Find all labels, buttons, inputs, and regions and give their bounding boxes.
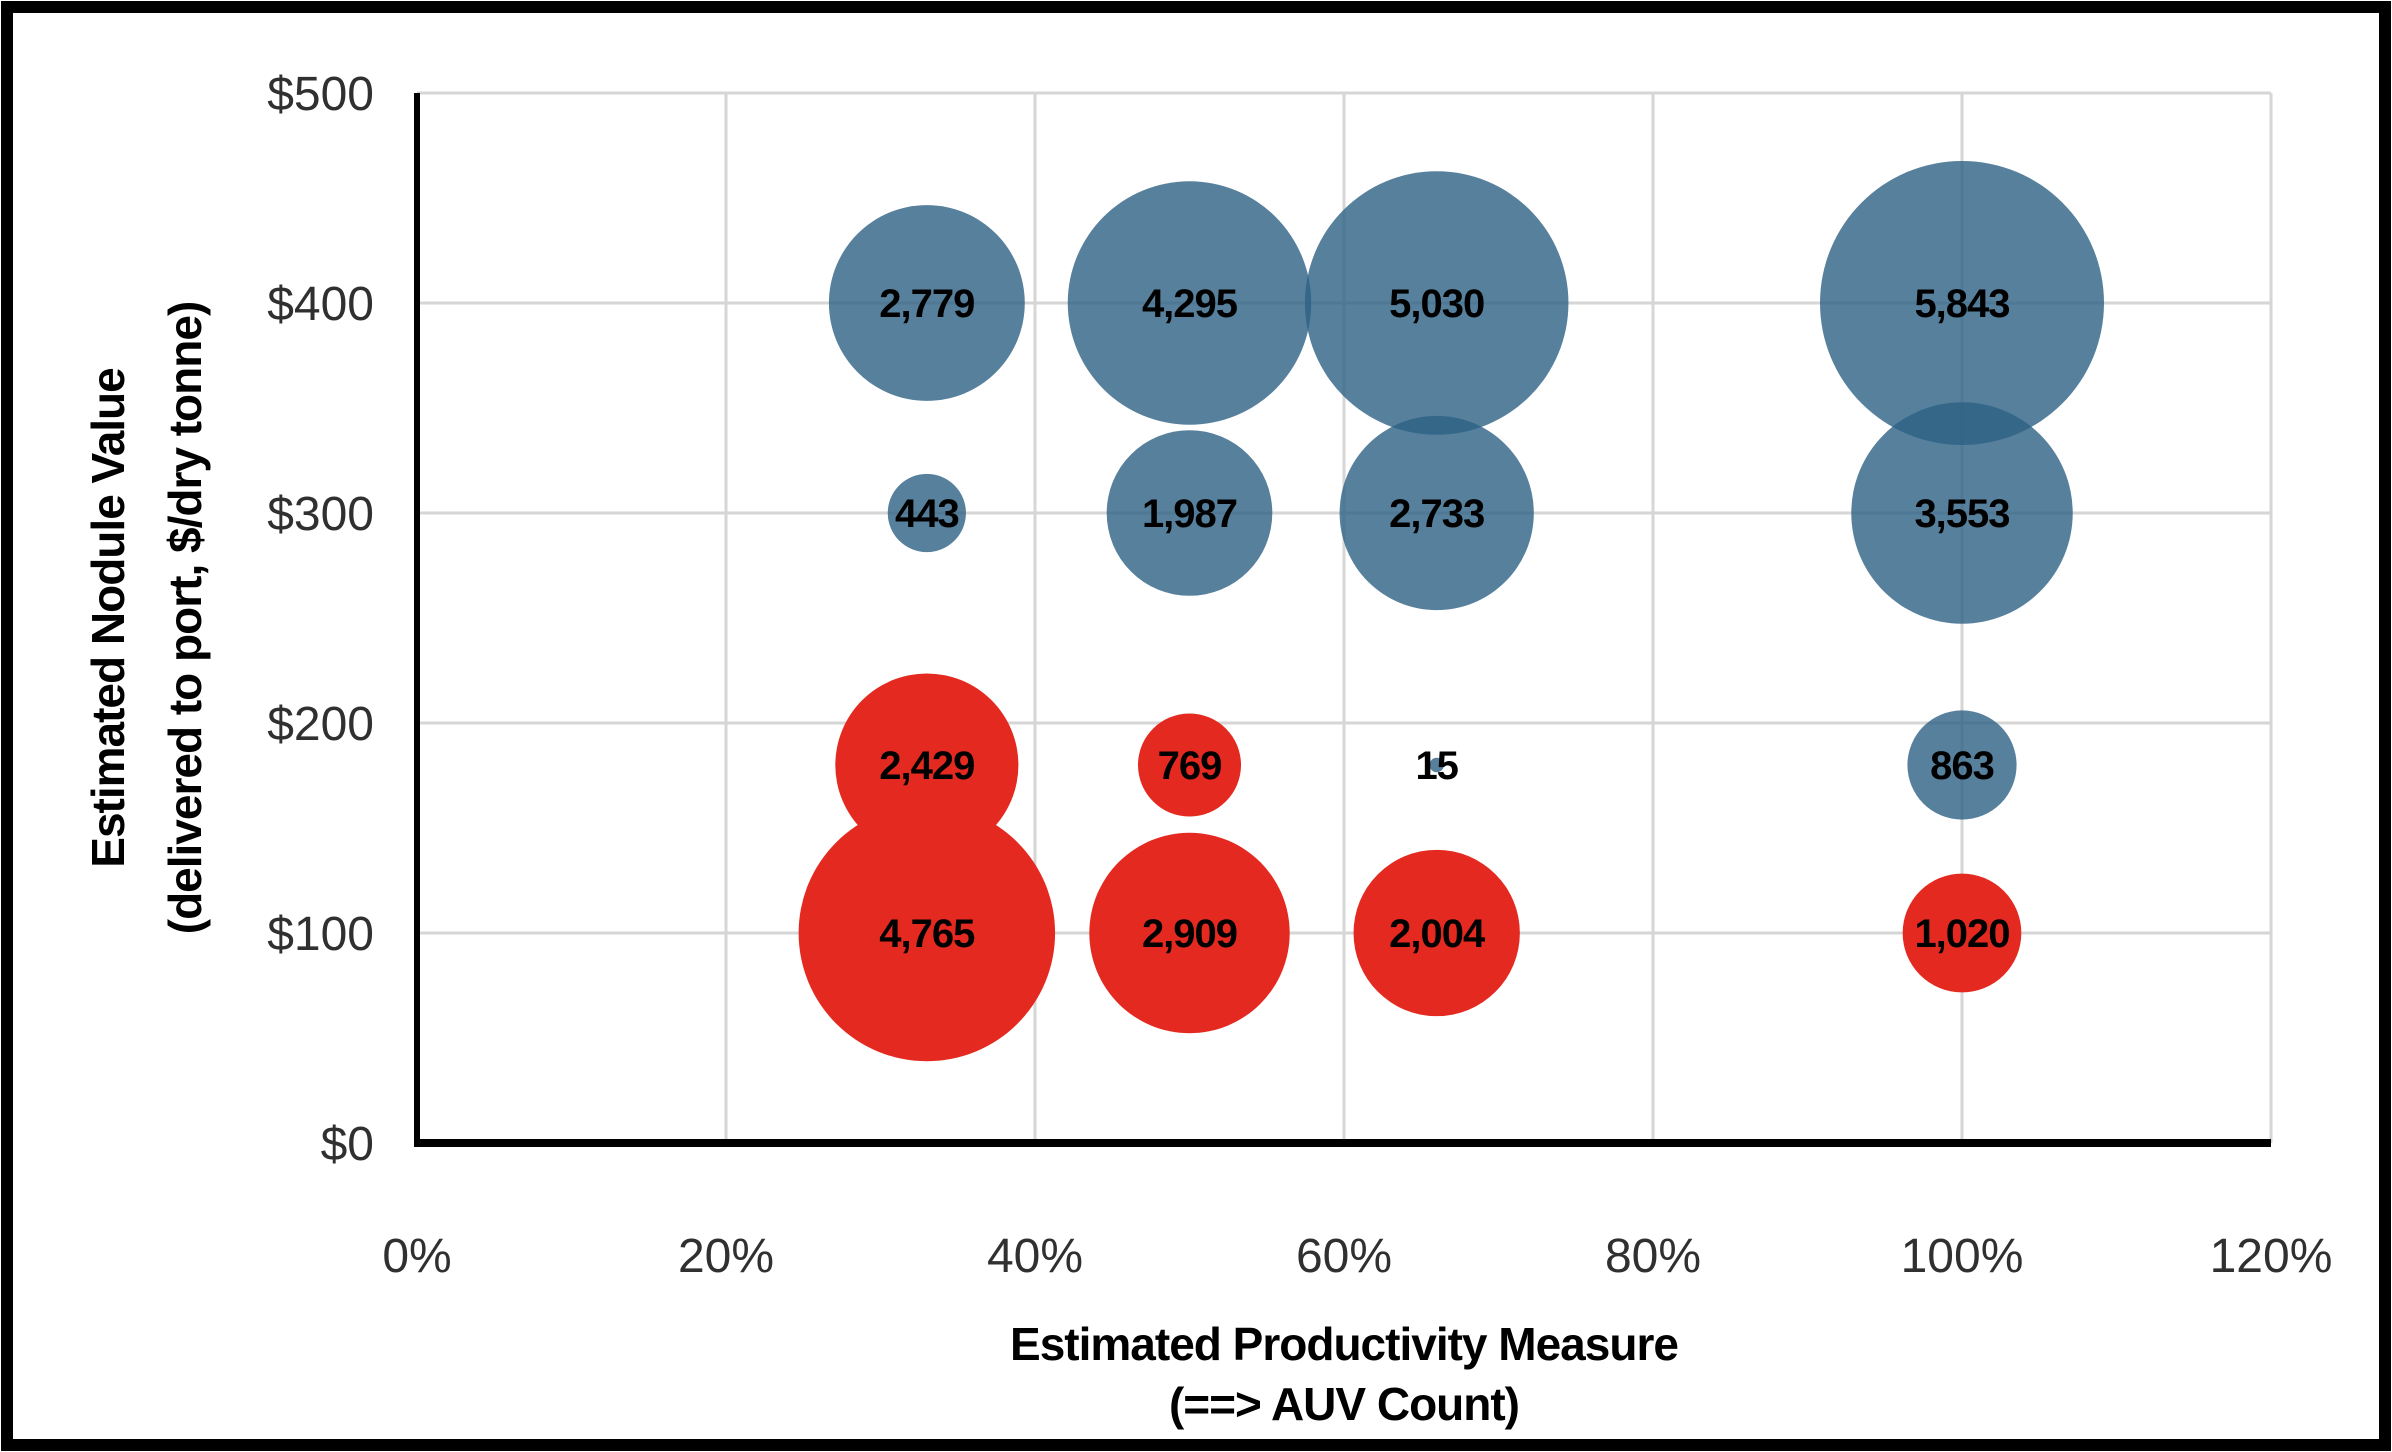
x-tick-label: 20%: [678, 1230, 774, 1283]
x-tick-label: 80%: [1605, 1230, 1701, 1283]
bubble-blue-bubbles-3553: [1851, 402, 2073, 624]
bubble-red-bubbles-769: [1137, 713, 1242, 817]
x-axis-title-line2: (==> AUV Count): [1169, 1378, 1519, 1430]
x-tick-label: 40%: [987, 1230, 1083, 1283]
y-axis-title-line2: (delivered to port, $/dry tonne): [159, 302, 211, 935]
bubble-label: 2,909: [1142, 912, 1237, 956]
bubble-label: 769: [1158, 744, 1222, 788]
bubble-label: 863: [1930, 744, 1994, 788]
x-tick-label: 0%: [382, 1230, 451, 1283]
x-tick-label: 120%: [2210, 1230, 2333, 1283]
bubble-blue-bubbles-2779: [828, 205, 1025, 401]
bubble-blue-bubbles-863: [1907, 710, 2017, 820]
bubble-red-bubbles-2004: [1353, 849, 1520, 1017]
bubble-label: 2,429: [879, 744, 974, 788]
bubble-label: 4,765: [879, 912, 975, 956]
bubble-label: 1,987: [1142, 492, 1237, 536]
y-tick-label: $400: [267, 278, 374, 331]
y-axis-title-line1: Estimated Nodule Value: [82, 368, 134, 868]
bubble-blue-bubbles-443: [887, 473, 966, 553]
bubble-label: 443: [895, 492, 959, 536]
x-tick-label: 100%: [1901, 1230, 2024, 1283]
bubble-blue-bubbles-5030: [1304, 171, 1569, 435]
bubble-label: 2,004: [1389, 912, 1486, 956]
y-tick-label: $200: [267, 698, 374, 751]
bubble-blue-bubbles-4295: [1067, 181, 1312, 425]
bubble-red-bubbles-1020: [1902, 873, 2022, 993]
y-tick-label: $0: [321, 1118, 374, 1171]
bubble-blue-bubbles-15: [1429, 757, 1444, 773]
y-tick-label: $500: [267, 68, 374, 121]
bubble-blue-bubbles-1987: [1106, 430, 1273, 596]
bubble-red-bubbles-2909: [1089, 832, 1290, 1034]
bubble-label: 3,553: [1914, 492, 2009, 536]
bubble-red-bubbles-4765: [798, 804, 1056, 1062]
bubble-label: 15: [1415, 744, 1458, 788]
bubble-label: 2,779: [879, 282, 974, 326]
bubble-label: 2,733: [1389, 492, 1484, 536]
x-tick-label: 60%: [1296, 1230, 1392, 1283]
bubble-blue-bubbles-5843: [1820, 161, 2104, 445]
y-tick-label: $300: [267, 488, 374, 541]
bubble-label: 5,843: [1914, 282, 2009, 326]
bubble-red-bubbles-2429: [835, 673, 1019, 857]
bubble-label: 1,020: [1914, 912, 2009, 956]
bubble-label: 4,295: [1142, 282, 1238, 326]
x-axis-title-line1: Estimated Productivity Measure: [1010, 1318, 1678, 1370]
y-tick-label: $100: [267, 908, 374, 961]
bubble-label: 5,030: [1389, 282, 1484, 326]
bubble-blue-bubbles-2733: [1339, 415, 1534, 611]
